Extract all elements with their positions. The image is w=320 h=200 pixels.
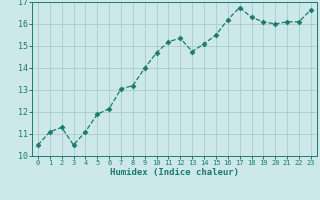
X-axis label: Humidex (Indice chaleur): Humidex (Indice chaleur)	[110, 168, 239, 177]
